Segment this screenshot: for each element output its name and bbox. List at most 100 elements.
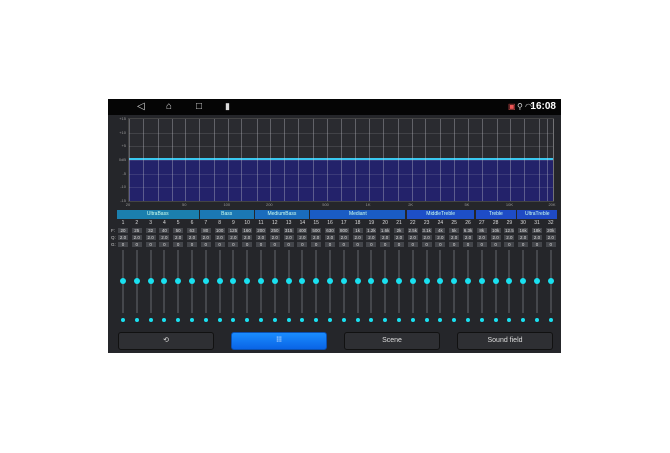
band-slider-knob[interactable] bbox=[423, 278, 430, 284]
band-gain[interactable]: 0 bbox=[476, 242, 487, 247]
band-q[interactable]: 2.0 bbox=[421, 235, 432, 240]
band-slider-knob[interactable] bbox=[175, 278, 182, 284]
band-gain[interactable]: 0 bbox=[187, 242, 197, 247]
band-slider-knob[interactable] bbox=[120, 278, 126, 284]
band-frequency[interactable]: 315 bbox=[283, 228, 294, 233]
band-frequency[interactable]: 5k bbox=[449, 228, 460, 233]
scene-button[interactable]: Scene bbox=[344, 332, 440, 350]
band-q[interactable]: 2.0 bbox=[269, 235, 280, 240]
band-slider-knob[interactable] bbox=[244, 278, 251, 284]
band-slider-knob[interactable] bbox=[313, 278, 320, 284]
band-gain[interactable]: 0 bbox=[283, 242, 294, 247]
band-frequency[interactable]: 8k bbox=[476, 228, 487, 233]
band-frequency[interactable]: 2.5k bbox=[407, 228, 418, 233]
band-frequency[interactable]: 250 bbox=[269, 228, 280, 233]
band-frequency[interactable]: 800 bbox=[338, 228, 349, 233]
band-gain[interactable]: 0 bbox=[159, 242, 170, 247]
band-frequency[interactable]: 12.5 bbox=[504, 228, 515, 233]
band-gain[interactable]: 0 bbox=[297, 242, 308, 247]
band-slider-knob[interactable] bbox=[506, 278, 513, 284]
band-frequency[interactable]: 6.3k bbox=[463, 228, 473, 233]
band-q[interactable]: 2.0 bbox=[283, 235, 294, 240]
band-frequency[interactable]: 25 bbox=[131, 228, 142, 233]
band-q[interactable]: 2.0 bbox=[476, 235, 487, 240]
band-slider-knob[interactable] bbox=[520, 278, 527, 284]
band-frequency[interactable]: 400 bbox=[297, 228, 308, 233]
band-frequency[interactable]: 100 bbox=[214, 228, 225, 233]
band-slider-knob[interactable] bbox=[437, 278, 444, 284]
band-gain[interactable]: 0 bbox=[545, 242, 556, 247]
recents-icon[interactable]: □ bbox=[196, 101, 203, 112]
band-frequency[interactable]: 32 bbox=[145, 228, 156, 233]
band-slider-knob[interactable] bbox=[285, 278, 292, 284]
band-q[interactable]: 2.0 bbox=[325, 235, 335, 240]
band-gain[interactable]: 0 bbox=[131, 242, 142, 247]
reset-button[interactable]: ⟲ bbox=[118, 332, 214, 350]
band-frequency[interactable]: 125 bbox=[228, 228, 239, 233]
category-bass[interactable]: Bass bbox=[199, 210, 254, 219]
band-slider-knob[interactable] bbox=[534, 278, 540, 284]
category-ultratreble[interactable]: UltraTreble bbox=[517, 210, 558, 219]
band-gain[interactable]: 0 bbox=[380, 242, 391, 247]
band-frequency[interactable]: 160 bbox=[242, 228, 253, 233]
band-gain[interactable]: 0 bbox=[311, 242, 322, 247]
band-slider-knob[interactable] bbox=[547, 278, 554, 284]
band-q[interactable]: 2.0 bbox=[145, 235, 156, 240]
band-frequency[interactable]: 20 bbox=[118, 228, 128, 233]
band-slider-knob[interactable] bbox=[340, 278, 347, 284]
band-q[interactable]: 2.0 bbox=[352, 235, 363, 240]
band-frequency[interactable]: 1.2k bbox=[366, 228, 377, 233]
band-gain[interactable]: 0 bbox=[366, 242, 377, 247]
band-q[interactable]: 2.0 bbox=[366, 235, 377, 240]
band-frequency[interactable]: 1.6k bbox=[380, 228, 391, 233]
band-q[interactable]: 2.0 bbox=[297, 235, 308, 240]
band-frequency[interactable]: 3.1k bbox=[421, 228, 432, 233]
category-ultrabass[interactable]: UltraBass bbox=[117, 210, 199, 219]
band-q[interactable]: 2.0 bbox=[200, 235, 211, 240]
band-q[interactable]: 2.0 bbox=[256, 235, 266, 240]
band-slider-knob[interactable] bbox=[354, 278, 361, 284]
band-gain[interactable]: 0 bbox=[490, 242, 501, 247]
band-slider-knob[interactable] bbox=[382, 278, 389, 284]
band-slider-knob[interactable] bbox=[465, 278, 471, 284]
band-slider-knob[interactable] bbox=[492, 278, 499, 284]
band-q[interactable]: 2.0 bbox=[449, 235, 460, 240]
band-frequency[interactable]: 40 bbox=[159, 228, 170, 233]
band-frequency[interactable]: 1k bbox=[352, 228, 363, 233]
band-gain[interactable]: 0 bbox=[145, 242, 156, 247]
band-q[interactable]: 2.0 bbox=[407, 235, 418, 240]
band-q[interactable]: 2.0 bbox=[214, 235, 225, 240]
band-frequency[interactable]: 200 bbox=[256, 228, 266, 233]
band-gain[interactable]: 0 bbox=[407, 242, 418, 247]
band-q[interactable]: 2.0 bbox=[173, 235, 184, 240]
band-q[interactable]: 2.0 bbox=[545, 235, 556, 240]
band-q[interactable]: 2.0 bbox=[228, 235, 239, 240]
band-gain[interactable]: 0 bbox=[435, 242, 446, 247]
band-gain[interactable]: 0 bbox=[228, 242, 239, 247]
band-slider-knob[interactable] bbox=[202, 278, 209, 284]
sound-field-button[interactable]: Sound field bbox=[457, 332, 553, 350]
band-slider-knob[interactable] bbox=[451, 278, 458, 284]
band-q[interactable]: 2.0 bbox=[187, 235, 197, 240]
band-frequency[interactable]: 16k bbox=[518, 228, 529, 233]
band-slider-knob[interactable] bbox=[230, 278, 237, 284]
band-gain[interactable]: 0 bbox=[200, 242, 211, 247]
band-frequency[interactable]: 80 bbox=[200, 228, 211, 233]
band-slider-knob[interactable] bbox=[189, 278, 195, 284]
band-q[interactable]: 2.0 bbox=[518, 235, 529, 240]
band-gain[interactable]: 0 bbox=[394, 242, 404, 247]
band-frequency[interactable]: 2k bbox=[394, 228, 404, 233]
home-icon[interactable]: ⌂ bbox=[166, 101, 173, 112]
band-q[interactable]: 2.0 bbox=[311, 235, 322, 240]
band-gain[interactable]: 0 bbox=[518, 242, 529, 247]
band-q[interactable]: 2.0 bbox=[380, 235, 391, 240]
band-q[interactable]: 2.0 bbox=[490, 235, 501, 240]
band-q[interactable]: 2.0 bbox=[159, 235, 170, 240]
band-q[interactable]: 2.0 bbox=[118, 235, 128, 240]
band-gain[interactable]: 0 bbox=[504, 242, 515, 247]
band-frequency[interactable]: 500 bbox=[311, 228, 322, 233]
band-slider-knob[interactable] bbox=[327, 278, 333, 284]
band-gain[interactable]: 0 bbox=[269, 242, 280, 247]
band-frequency[interactable]: 630 bbox=[325, 228, 335, 233]
band-slider-knob[interactable] bbox=[216, 278, 223, 284]
